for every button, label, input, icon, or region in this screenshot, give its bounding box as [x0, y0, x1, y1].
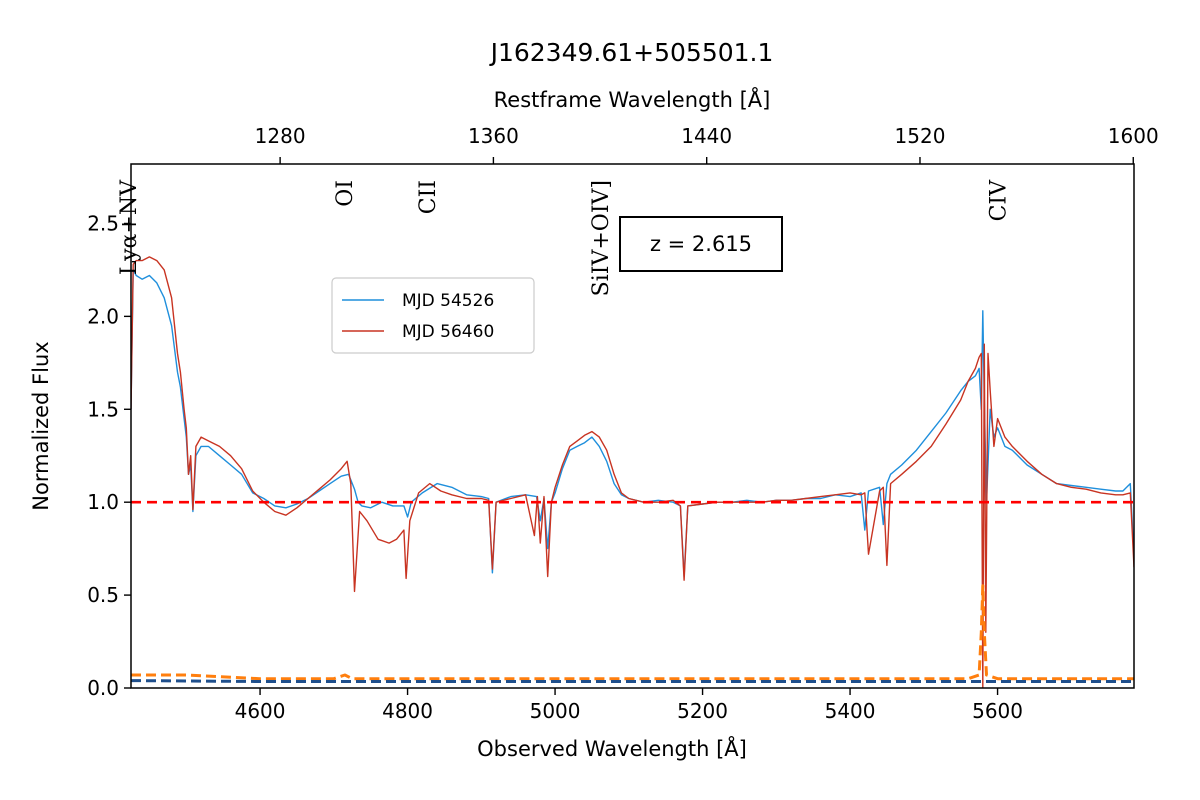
x-tick-label: 4600 — [235, 699, 286, 723]
emission-line-labels: Lyα+NV OI CII SiIV+OIV] CIV — [117, 179, 1011, 296]
top-x-tick-label: 1360 — [468, 124, 519, 148]
y-tick-label: 1.0 — [87, 490, 119, 514]
y-tick-label: 2.0 — [87, 304, 119, 328]
line-label: SiIV+OIV] — [589, 180, 614, 296]
y-tick-label: 2.5 — [87, 211, 119, 235]
x-tick-label: 5200 — [677, 699, 728, 723]
redshift-box: z = 2.615 — [619, 216, 783, 272]
top-x-tick-label: 1440 — [681, 124, 732, 148]
series-line-3 — [131, 584, 1134, 681]
x-axis-label: Observed Wavelength [Å] — [477, 735, 747, 761]
y-axis-ticks: 0.0 0.5 1.0 1.5 2.0 2.5 — [87, 211, 131, 700]
chart-title: J162349.61+505501.1 — [489, 38, 774, 67]
line-label: Lyα+NV — [117, 179, 142, 275]
redshift-label: z = 2.615 — [650, 232, 752, 256]
series-line-2 — [131, 256, 1134, 688]
y-tick-label: 0.5 — [87, 583, 119, 607]
legend-label: MJD 56460 — [402, 322, 494, 342]
top-x-axis-ticks: 1280 1360 1440 1520 1600 — [255, 124, 1159, 164]
x-tick-label: 5400 — [825, 699, 876, 723]
x-axis-ticks: 4600 4800 5000 5200 5400 5600 — [235, 688, 1023, 723]
top-x-axis-label: Restframe Wavelength [Å] — [494, 86, 771, 112]
y-axis-label: Normalized Flux — [29, 341, 53, 510]
plot-area — [130, 163, 1135, 689]
series-line-1 — [131, 269, 1134, 578]
x-tick-label: 5000 — [530, 699, 581, 723]
legend: MJD 54526 MJD 56460 — [331, 277, 535, 354]
legend-label: MJD 54526 — [402, 291, 494, 311]
top-x-tick-label: 1520 — [895, 124, 946, 148]
line-label: CII — [416, 180, 441, 214]
y-tick-label: 0.0 — [87, 676, 119, 700]
line-label: CIV — [986, 179, 1011, 222]
x-tick-label: 5600 — [972, 699, 1023, 723]
plot-frame — [130, 163, 1135, 689]
top-x-tick-label: 1600 — [1108, 124, 1159, 148]
top-x-tick-label: 1280 — [255, 124, 306, 148]
series-line-4 — [131, 679, 1134, 683]
x-tick-label: 4800 — [382, 699, 433, 723]
y-tick-label: 1.5 — [87, 397, 119, 421]
line-label: OI — [333, 180, 358, 207]
